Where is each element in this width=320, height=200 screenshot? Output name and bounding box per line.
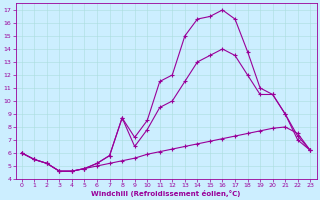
X-axis label: Windchill (Refroidissement éolien,°C): Windchill (Refroidissement éolien,°C) (91, 190, 241, 197)
